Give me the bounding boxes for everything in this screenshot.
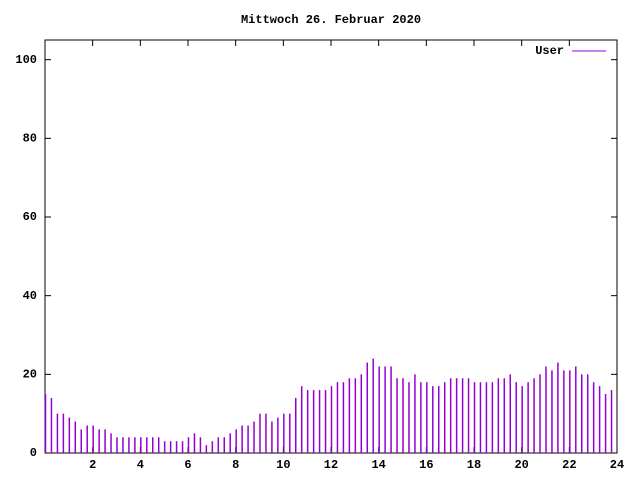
- y-tick-label: 20: [23, 368, 37, 382]
- x-tick-label: 12: [324, 458, 338, 472]
- x-tick-label: 10: [276, 458, 290, 472]
- y-tick-label: 80: [23, 132, 37, 146]
- y-tick-label: 100: [15, 53, 37, 67]
- x-tick-label: 24: [610, 458, 624, 472]
- chart-title: Mittwoch 26. Februar 2020: [241, 13, 421, 27]
- x-tick-label: 4: [137, 458, 144, 472]
- x-tick-label: 18: [467, 458, 481, 472]
- y-tick-label: 60: [23, 210, 37, 224]
- x-tick-label: 2: [89, 458, 96, 472]
- y-tick-label: 0: [30, 446, 37, 460]
- x-tick-label: 22: [562, 458, 576, 472]
- x-tick-label: 6: [184, 458, 191, 472]
- x-tick-label: 16: [419, 458, 433, 472]
- x-tick-label: 20: [514, 458, 528, 472]
- legend-label: User: [535, 44, 564, 58]
- y-tick-label: 40: [23, 289, 37, 303]
- x-tick-label: 8: [232, 458, 239, 472]
- x-tick-label: 14: [371, 458, 385, 472]
